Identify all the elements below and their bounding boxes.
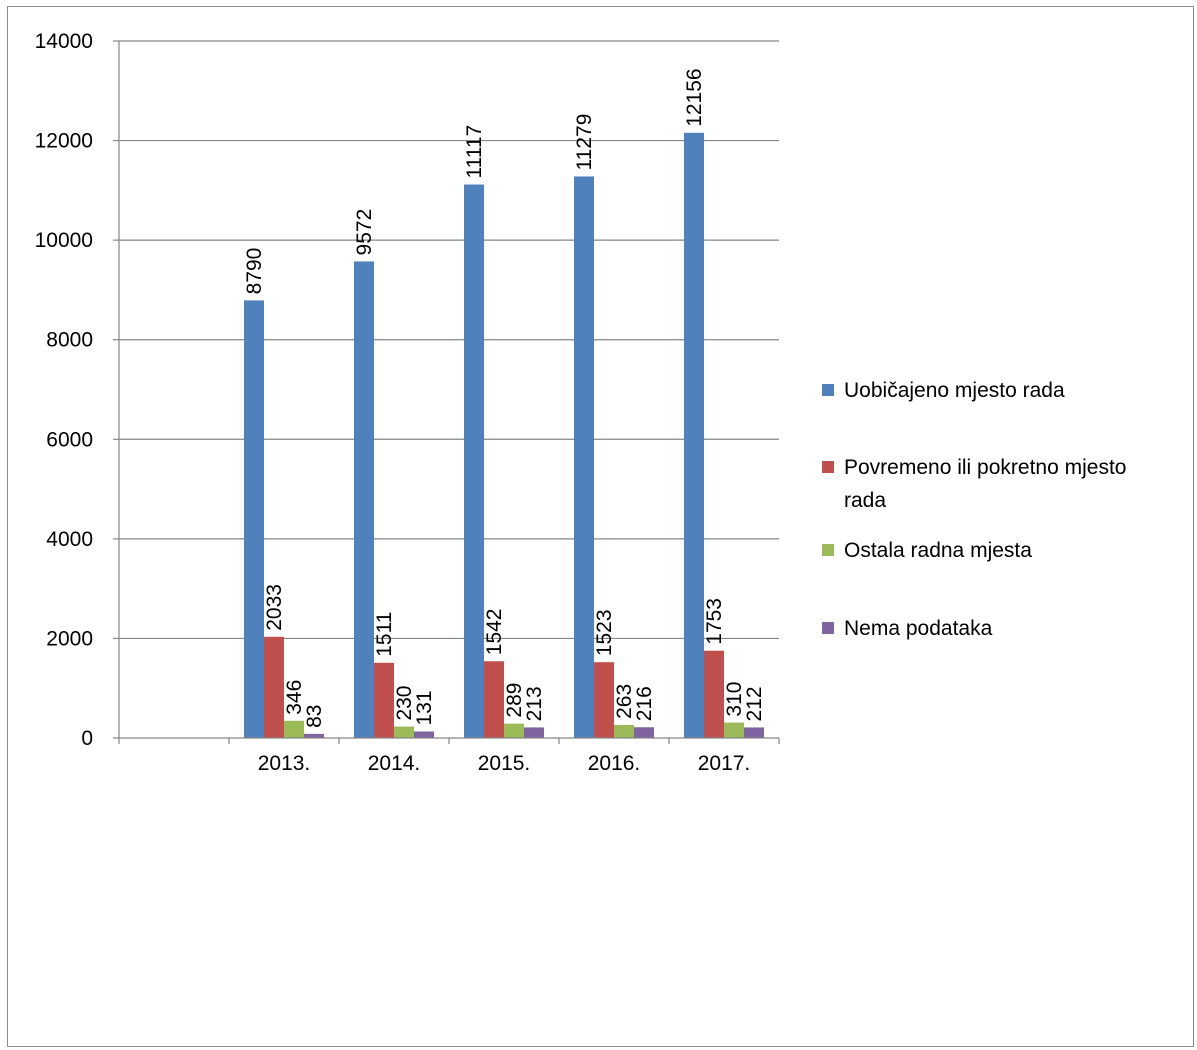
legend-swatch (822, 544, 834, 556)
x-tick-label: 2013. (258, 752, 311, 775)
data-label: 11117 (463, 125, 486, 179)
bar (374, 662, 394, 738)
y-tick-label: 12000 (35, 130, 93, 153)
data-labels: 8790 9572 11117 11279 12156 2033 1511 1542 1523 1… (243, 68, 766, 727)
data-label: 213 (523, 686, 546, 721)
y-tick-label: 14000 (35, 30, 93, 53)
legend-label: rada (844, 489, 886, 512)
data-label: 310 (723, 682, 746, 717)
data-label: 230 (393, 686, 416, 721)
bar (724, 722, 744, 738)
y-tick-label: 4000 (46, 528, 93, 551)
data-label: 289 (503, 683, 526, 718)
bar (594, 662, 614, 738)
x-tick-label: 2017. (698, 752, 751, 775)
data-label: 11279 (573, 114, 596, 171)
data-label: 1511 (373, 612, 396, 657)
data-label: 131 (413, 690, 436, 725)
data-label: 83 (303, 705, 326, 728)
bar (504, 723, 524, 738)
bar (744, 727, 764, 738)
data-label: 2033 (263, 584, 286, 631)
y-tick-label: 0 (81, 727, 93, 750)
x-tick-label: 2016. (588, 752, 641, 775)
y-tick-label: 2000 (46, 627, 93, 650)
x-tick-label: 2014. (368, 752, 421, 775)
y-tick-label: 10000 (35, 229, 93, 252)
data-label: 1542 (483, 609, 506, 656)
bar (244, 300, 264, 738)
bar (304, 733, 324, 738)
legend-swatch (822, 461, 834, 473)
bars (244, 132, 764, 739)
legend-label: Uobičajeno mjesto rada (844, 379, 1065, 402)
bar (284, 720, 304, 738)
bar (394, 726, 414, 738)
axes: 0 2000 4000 6000 8000 10000 12000 14000 2013. 201… (35, 30, 780, 775)
gridlines (119, 40, 779, 640)
x-tick-label: 2015. (478, 752, 531, 775)
data-label: 263 (613, 684, 636, 719)
legend-label: Nema podataka (844, 617, 993, 640)
bar (414, 731, 434, 738)
bar (704, 650, 724, 738)
bar (574, 176, 594, 739)
bar (354, 261, 374, 738)
legend-swatch (822, 622, 834, 634)
data-label: 346 (283, 680, 306, 715)
data-label: 12156 (683, 68, 706, 126)
bar (524, 727, 544, 738)
bar (264, 636, 284, 738)
data-label: 9572 (353, 209, 376, 256)
data-label: 1753 (703, 598, 726, 645)
legend-label: Ostala radna mjesta (844, 539, 1032, 562)
bar (634, 727, 654, 738)
y-tick-label: 6000 (46, 428, 93, 451)
data-label: 8790 (243, 248, 266, 295)
data-label: 216 (633, 686, 656, 721)
bar (484, 661, 504, 738)
data-label: 212 (743, 686, 766, 721)
legend: Uobičajeno mjesto rada Povremeno ili pokr… (822, 379, 1126, 640)
data-label: 1523 (593, 609, 616, 656)
chart-frame (7, 6, 1194, 1047)
bar (614, 724, 634, 738)
y-tick-label: 8000 (46, 329, 93, 352)
legend-label: Povremeno ili pokretno mjesto (844, 456, 1126, 479)
legend-swatch (822, 384, 834, 396)
bar (684, 132, 704, 738)
bar (464, 184, 484, 738)
